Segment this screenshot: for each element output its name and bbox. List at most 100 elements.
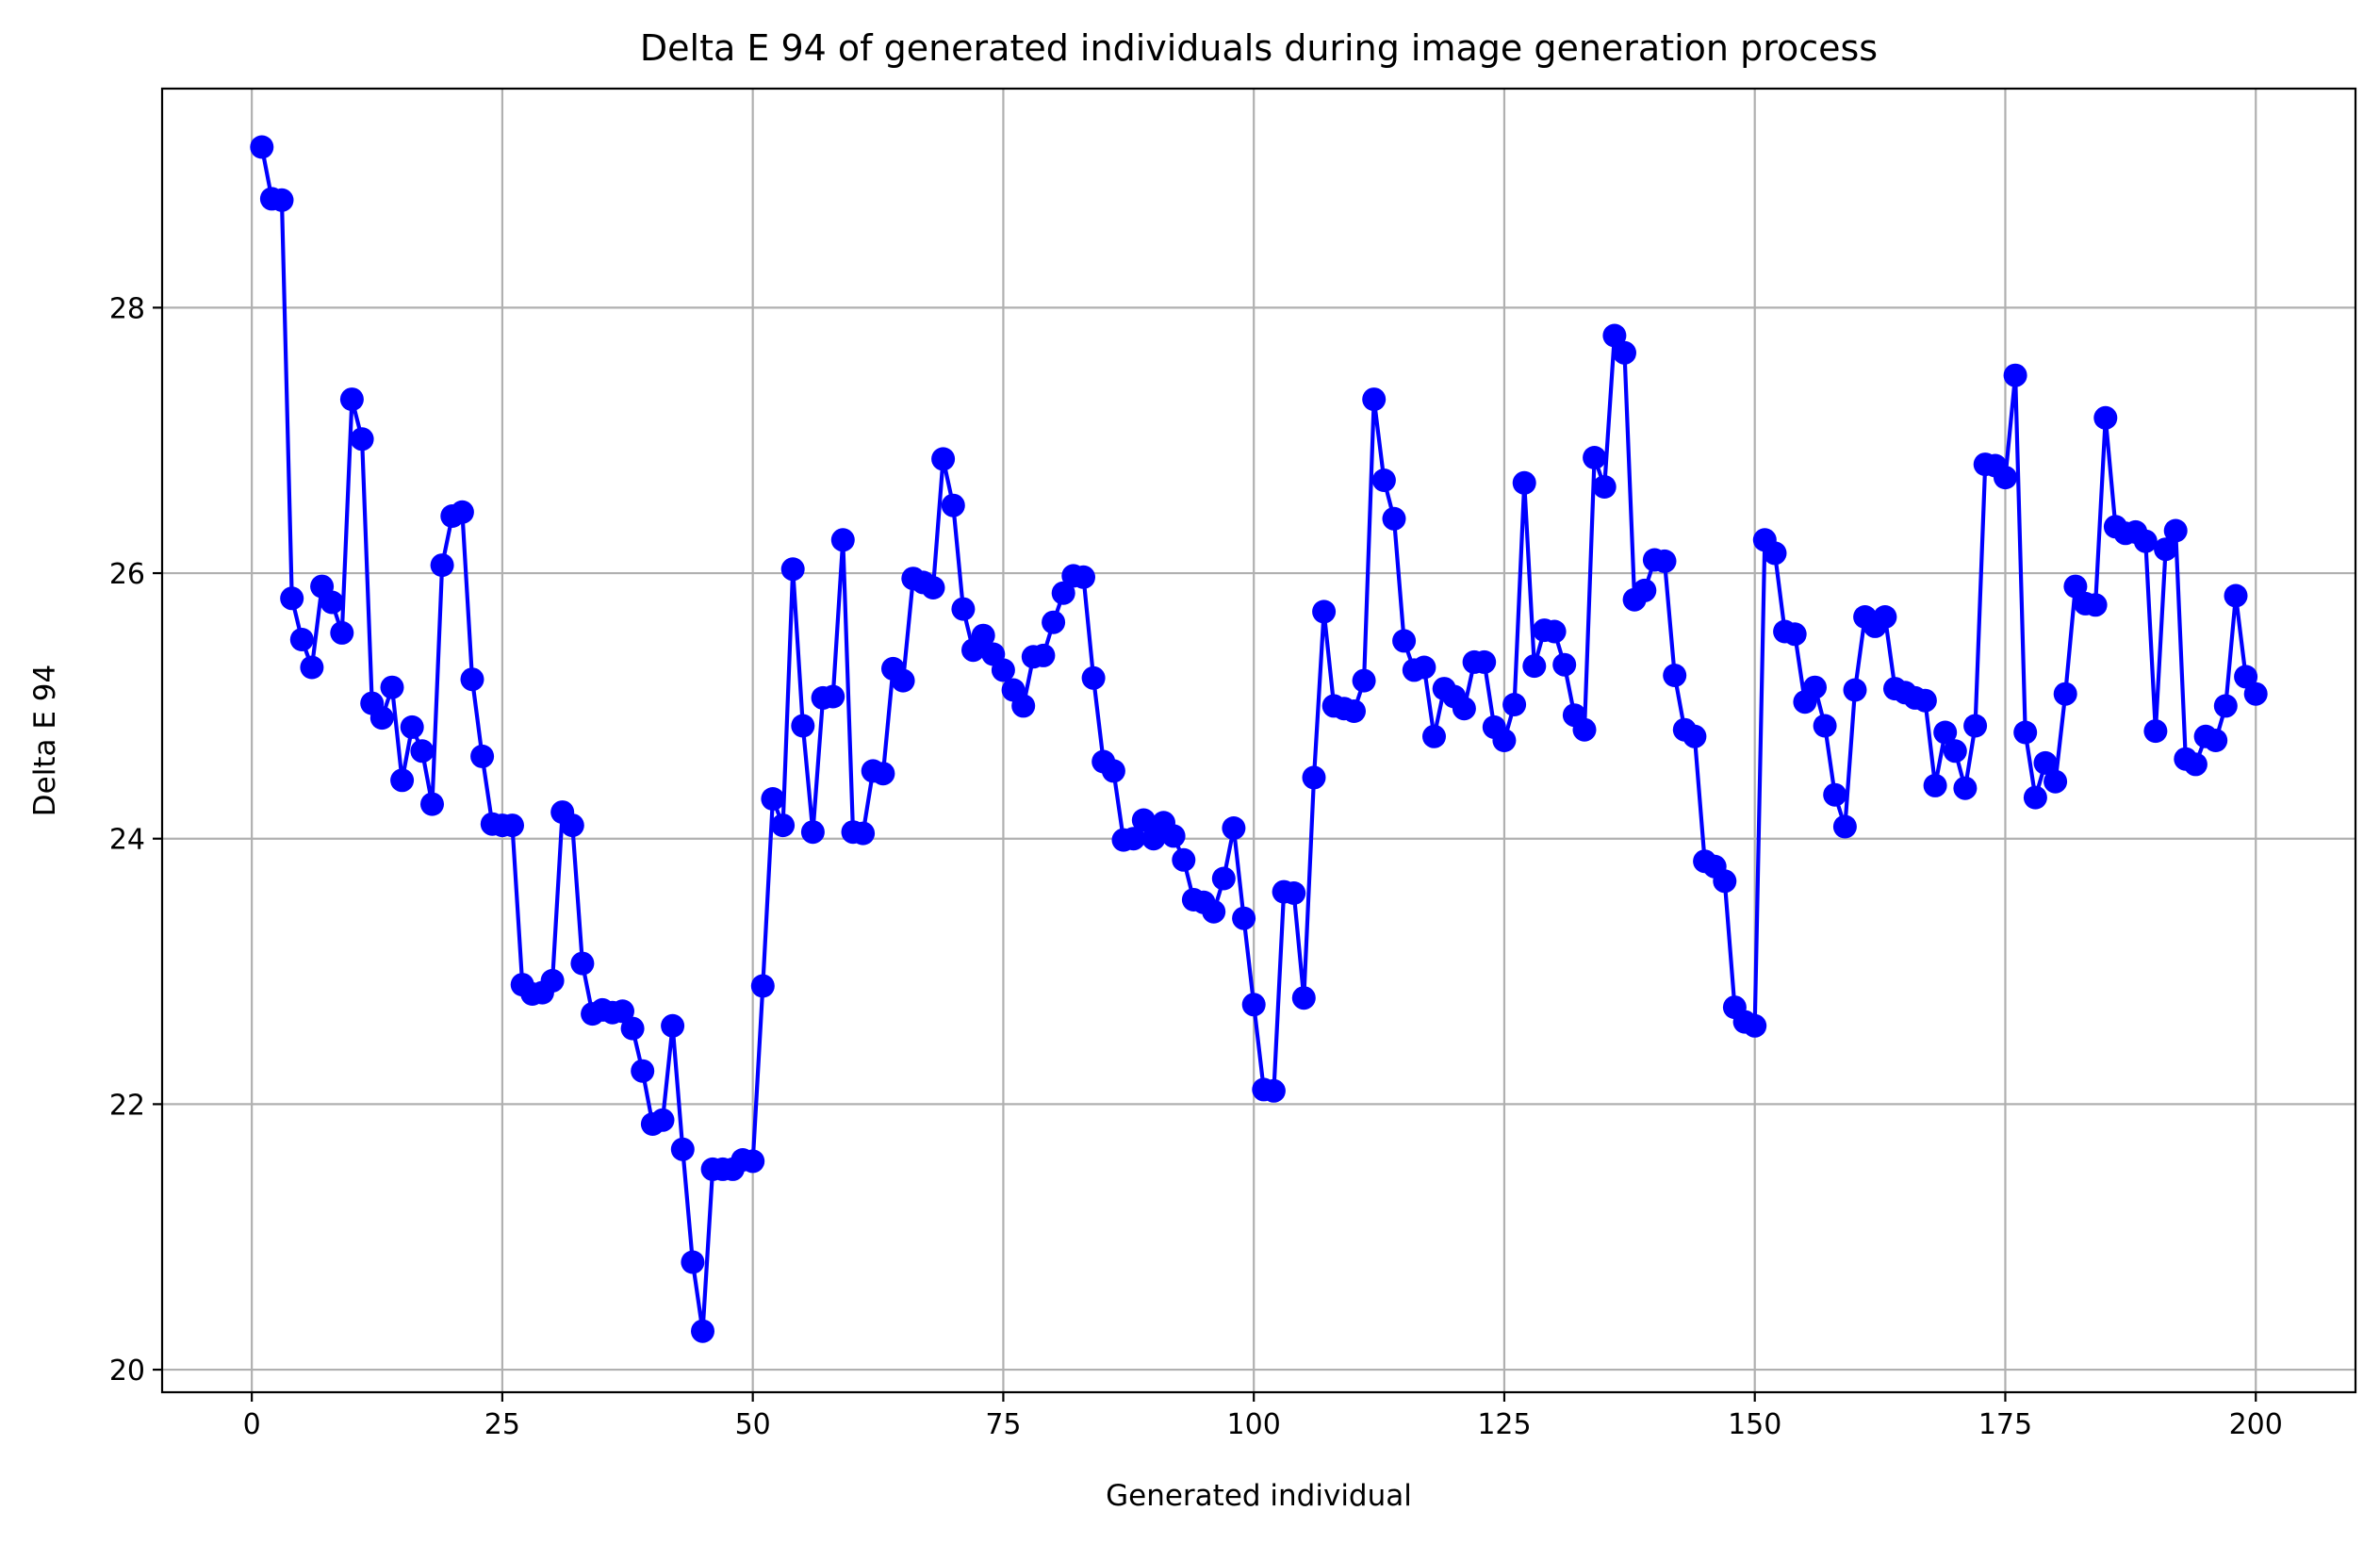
data-point xyxy=(1652,549,1677,573)
data-point xyxy=(1832,814,1857,839)
data-point xyxy=(350,427,374,452)
data-point xyxy=(1412,655,1436,680)
data-point xyxy=(1873,605,1897,629)
data-point xyxy=(1081,665,1106,690)
data-point xyxy=(2154,537,2178,562)
data-point xyxy=(1813,714,1837,738)
data-point xyxy=(1953,776,1978,800)
data-point xyxy=(741,1149,765,1174)
data-point xyxy=(941,493,965,517)
data-point xyxy=(430,553,454,578)
data-point xyxy=(2044,769,2068,794)
data-point xyxy=(1072,565,1095,589)
data-point xyxy=(2053,682,2077,706)
x-axis-label: Generated individual xyxy=(1106,1479,1412,1513)
data-point xyxy=(2183,752,2208,777)
data-point xyxy=(2133,529,2158,553)
data-point xyxy=(501,813,524,838)
data-point xyxy=(1122,827,1146,851)
data-point xyxy=(1202,899,1226,924)
data-point xyxy=(1933,720,1958,745)
data-point xyxy=(661,1013,685,1038)
data-point xyxy=(991,658,1015,682)
data-point xyxy=(420,792,444,816)
data-point xyxy=(1633,578,1657,602)
data-point xyxy=(320,590,344,615)
plot-area-background xyxy=(162,89,2355,1392)
data-point xyxy=(1743,1013,1767,1038)
data-point xyxy=(1261,1078,1286,1103)
plot-frame xyxy=(160,87,2357,1394)
data-point xyxy=(470,744,495,768)
data-point xyxy=(670,1137,695,1161)
data-point xyxy=(1131,808,1156,832)
data-point xyxy=(800,820,825,845)
data-point xyxy=(1161,824,1186,848)
data-point xyxy=(2163,518,2188,543)
data-point xyxy=(691,1319,714,1343)
data-point xyxy=(1522,654,1547,679)
data-point xyxy=(771,813,796,838)
data-point xyxy=(1663,664,1687,687)
data-point xyxy=(2224,583,2248,608)
data-point xyxy=(1613,340,1636,365)
data-point xyxy=(611,999,634,1024)
data-point xyxy=(750,974,775,998)
data-point xyxy=(2234,665,2258,689)
y-tick-label: 24 xyxy=(109,824,145,857)
data-point xyxy=(1042,610,1066,634)
y-tick-label: 22 xyxy=(109,1089,145,1122)
data-point xyxy=(2204,729,2228,752)
data-point xyxy=(1763,541,1787,566)
data-point xyxy=(2013,720,2038,745)
data-point xyxy=(1682,724,1707,748)
data-point xyxy=(1241,993,1266,1017)
data-point xyxy=(971,623,995,648)
data-point xyxy=(1172,847,1196,872)
data-point xyxy=(1572,717,1597,742)
data-point xyxy=(1392,629,1417,653)
data-point xyxy=(761,787,785,811)
data-point xyxy=(2003,363,2027,387)
data-point xyxy=(450,500,474,524)
data-point xyxy=(921,576,945,600)
data-point xyxy=(620,1016,645,1041)
data-point xyxy=(1583,446,1607,469)
data-point xyxy=(830,528,855,552)
x-tick-label: 125 xyxy=(1477,1408,1531,1441)
x-tick-label: 100 xyxy=(1227,1408,1281,1441)
data-point xyxy=(540,968,565,993)
data-point xyxy=(791,714,815,738)
data-point xyxy=(1342,699,1366,723)
x-tick-label: 25 xyxy=(484,1408,520,1441)
y-tick-label: 20 xyxy=(109,1355,145,1388)
data-point xyxy=(1602,323,1627,348)
data-point xyxy=(1031,643,1056,667)
data-point xyxy=(1211,866,1236,891)
data-point xyxy=(380,675,404,699)
data-point xyxy=(339,387,364,412)
data-point xyxy=(1843,678,1867,702)
data-point xyxy=(631,1059,655,1083)
y-tick-label: 28 xyxy=(109,292,145,325)
data-point xyxy=(681,1250,705,1274)
data-point xyxy=(1943,739,1967,764)
data-point xyxy=(1782,622,1807,647)
data-point xyxy=(1362,387,1387,412)
data-point xyxy=(369,706,394,731)
data-point xyxy=(851,821,876,846)
data-point xyxy=(891,668,915,693)
data-point xyxy=(2093,405,2118,430)
data-point xyxy=(2083,593,2108,617)
y-tick-label: 26 xyxy=(109,558,145,591)
data-point xyxy=(1382,506,1406,531)
data-point xyxy=(560,813,584,838)
grid-lines xyxy=(162,89,2355,1392)
data-point xyxy=(2243,682,2268,706)
data-point xyxy=(400,715,424,739)
data-point xyxy=(1542,619,1567,644)
data-point xyxy=(2213,694,2238,718)
data-point xyxy=(1472,649,1497,674)
data-point xyxy=(1291,986,1316,1010)
